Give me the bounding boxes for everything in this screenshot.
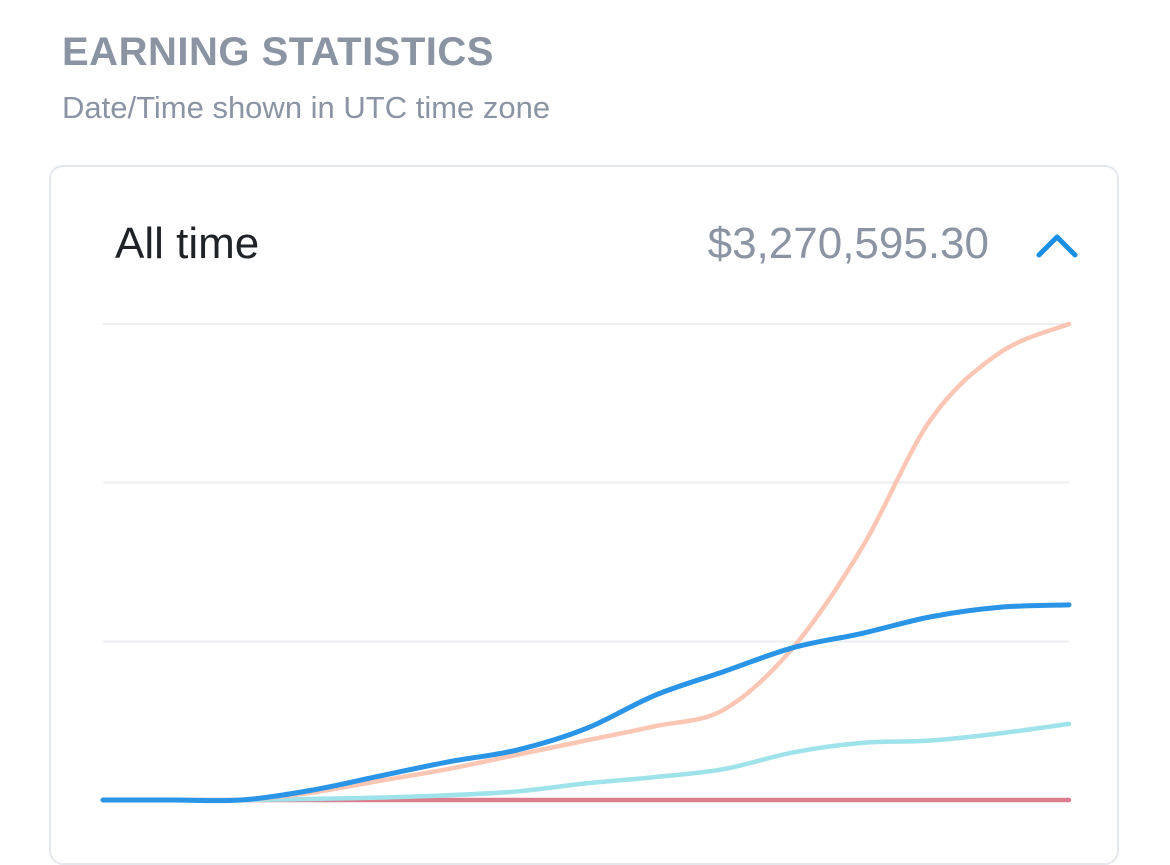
series-blue-line	[100, 602, 1072, 804]
series-cyan-line	[100, 721, 1072, 803]
chevron-up-icon[interactable]	[1033, 225, 1081, 265]
page-title: EARNING STATISTICS	[62, 30, 494, 74]
total-earnings: $3,270,595.30	[707, 219, 989, 268]
timezone-note: Date/Time shown in UTC time zone	[62, 90, 551, 125]
earnings-card: All time $3,270,595.30	[49, 165, 1119, 865]
earnings-line-chart	[100, 321, 1072, 804]
period-label: All time	[115, 219, 260, 268]
